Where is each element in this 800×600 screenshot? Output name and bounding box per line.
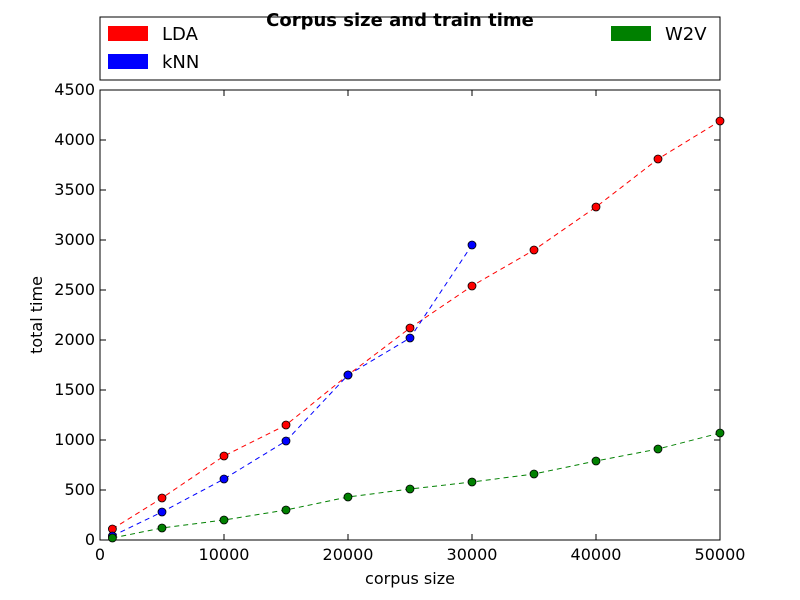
data-point-w2v <box>467 477 477 487</box>
data-point-knn <box>157 507 167 517</box>
legend-label-lda: LDA <box>162 24 199 45</box>
y-tick-label: 3000 <box>54 230 95 249</box>
y-tick-label: 2500 <box>54 280 95 299</box>
chart-title: Corpus size and train time <box>266 10 534 31</box>
data-point-lda <box>157 493 167 503</box>
data-point-lda <box>219 451 229 461</box>
x-tick-label: 0 <box>95 545 105 564</box>
y-tick-label: 4000 <box>54 130 95 149</box>
legend-swatch-w2v <box>611 26 651 41</box>
data-point-lda <box>653 154 663 164</box>
x-tick-label: 40000 <box>571 545 622 564</box>
legend-swatch-lda <box>108 26 148 41</box>
y-tick-label: 1000 <box>54 430 95 449</box>
x-tick-label: 50000 <box>695 545 746 564</box>
y-tick-label: 4500 <box>54 80 95 99</box>
data-point-knn <box>281 436 291 446</box>
y-tick-label: 2000 <box>54 330 95 349</box>
legend-label-w2v: W2V <box>665 24 707 45</box>
x-tick-label: 20000 <box>323 545 374 564</box>
x-axis-label: corpus size <box>365 569 455 588</box>
data-point-knn <box>343 370 353 380</box>
data-point-lda <box>529 245 539 255</box>
data-point-lda <box>467 281 477 291</box>
x-tick-label: 10000 <box>199 545 250 564</box>
data-point-w2v <box>219 515 229 525</box>
data-point-knn <box>405 333 415 343</box>
data-point-knn <box>219 474 229 484</box>
x-tick-label: 30000 <box>447 545 498 564</box>
data-point-w2v <box>108 533 117 543</box>
data-point-w2v <box>653 444 663 454</box>
data-point-lda <box>405 323 415 333</box>
y-axis-label: total time <box>27 276 46 354</box>
y-tick-label: 3500 <box>54 180 95 199</box>
data-point-w2v <box>715 428 725 438</box>
data-point-lda <box>591 202 601 212</box>
plot-area-group <box>99 89 721 541</box>
data-point-lda <box>715 116 725 126</box>
legend-label-knn: kNN <box>162 52 199 73</box>
y-tick-label: 500 <box>64 480 95 499</box>
data-point-lda <box>281 420 291 430</box>
y-tick-label: 0 <box>85 530 95 549</box>
legend-swatch-knn <box>108 54 148 69</box>
series-group <box>108 116 725 543</box>
legend: LDA kNN W2V <box>99 16 721 81</box>
ticks-group: 0 10000 20000 30000 40000 50000 0 500 1000 1500 20… <box>54 80 745 564</box>
plot-area <box>99 89 721 541</box>
data-point-w2v <box>281 505 291 515</box>
y-tick-label: 1500 <box>54 380 95 399</box>
data-point-w2v <box>529 469 539 479</box>
data-point-w2v <box>591 456 601 466</box>
data-point-w2v <box>157 523 167 533</box>
data-point-knn <box>467 240 477 250</box>
data-point-w2v <box>405 484 415 494</box>
data-point-w2v <box>343 492 353 502</box>
